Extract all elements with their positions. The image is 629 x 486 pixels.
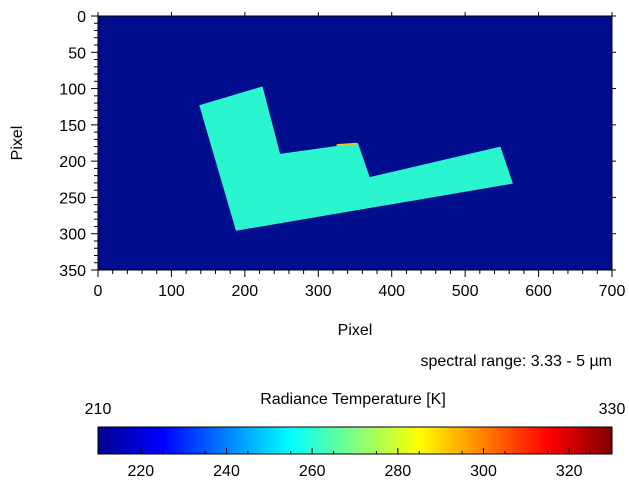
colorbar-tick-label: 260 [299, 463, 326, 480]
colorbar: Radiance Temperature [K] 210 330 220 240 2… [85, 391, 626, 480]
x-tick-label: 100 [158, 283, 185, 300]
hot-edge-mark [336, 142, 357, 147]
x-tick-label: 700 [599, 283, 626, 300]
colorbar-tick-label: 240 [213, 463, 240, 480]
colorbar-tick-label: 320 [556, 463, 583, 480]
x-tick-label: 600 [525, 283, 552, 300]
colorbar-tick-label: 220 [127, 463, 154, 480]
x-tick-label: 200 [232, 283, 259, 300]
heated-object-region [199, 86, 513, 231]
y-tick-label: 100 [59, 82, 86, 99]
x-axis-label: Pixel [338, 322, 373, 339]
colorbar-tick-label: 280 [384, 463, 411, 480]
colorbar-gradient [97, 426, 613, 455]
x-tick-label: 500 [452, 283, 479, 300]
colorbar-min-label: 210 [85, 401, 112, 418]
y-tick-label: 300 [59, 227, 86, 244]
y-axis: 0 50 100 150 200 250 300 350 [59, 9, 616, 280]
colorbar-ticks: 220 240 260 280 300 320 [118, 448, 592, 480]
y-tick-label: 200 [59, 154, 86, 171]
x-tick-label: 0 [94, 283, 103, 300]
colorbar-tick-label: 300 [470, 463, 497, 480]
x-axis: 0 100 200 300 400 500 600 700 [94, 12, 626, 300]
spectral-range-annotation: spectral range: 3.33 - 5 µm [420, 353, 612, 370]
colorbar-max-label: 330 [599, 401, 626, 418]
y-tick-label: 250 [59, 190, 86, 207]
x-tick-label: 400 [378, 283, 405, 300]
colorbar-title: Radiance Temperature [K] [260, 391, 446, 408]
y-tick-label: 0 [77, 9, 86, 26]
y-tick-label: 50 [68, 45, 86, 62]
heatmap-plot [97, 15, 613, 271]
x-tick-label: 300 [305, 283, 332, 300]
plot-frame [97, 15, 613, 271]
y-axis-label: Pixel [9, 126, 26, 161]
y-tick-label: 350 [59, 263, 86, 280]
y-tick-label: 150 [59, 118, 86, 135]
